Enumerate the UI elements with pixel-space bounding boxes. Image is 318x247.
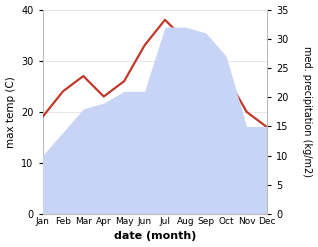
Y-axis label: max temp (C): max temp (C) bbox=[5, 76, 16, 148]
Y-axis label: med. precipitation (kg/m2): med. precipitation (kg/m2) bbox=[302, 46, 313, 177]
X-axis label: date (month): date (month) bbox=[114, 231, 196, 242]
